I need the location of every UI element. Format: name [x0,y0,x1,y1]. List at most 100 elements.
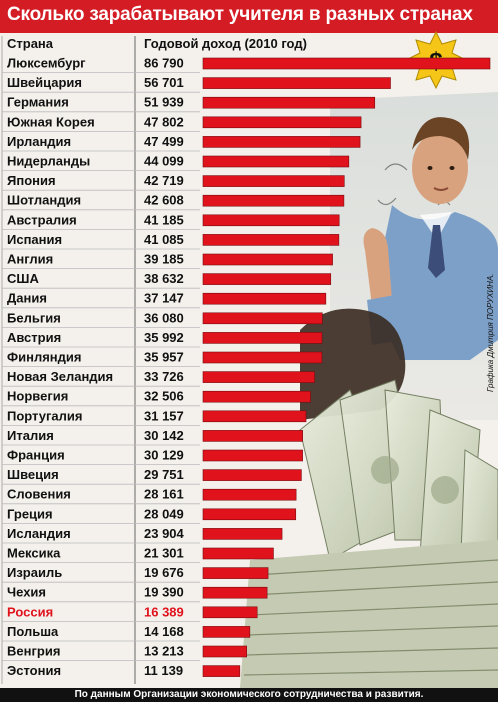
country-label: Эстония [7,663,61,678]
value-label: 41 085 [144,232,184,247]
bar [202,606,258,619]
bar [202,312,323,325]
chart-title: Сколько зарабатывают учителя в разных ст… [7,4,473,25]
chart-rows: Люксембург 86 790 Швейцария 56 701 Германия 5… [2,56,491,678]
value-label: 29 751 [144,467,184,482]
country-label: Новая Зеландия [7,369,113,384]
bar [202,332,323,344]
header-income: Годовой доход (2010 год) [144,36,307,51]
bar [202,253,333,266]
value-label: 42 608 [144,193,184,208]
bar [202,194,345,207]
country-label: Дания [7,291,47,306]
country-label: Россия [7,604,53,619]
country-label: Греция [7,506,53,521]
value-label: 38 632 [144,271,184,286]
country-label: Люксембург [7,56,86,71]
value-label: 37 147 [144,291,184,306]
bar [202,449,303,462]
bar [202,626,251,638]
bar [202,410,307,423]
value-label: 36 080 [144,310,184,325]
value-label: 47 499 [144,134,184,149]
country-label: Норвегия [7,389,68,404]
country-label: Венгрия [7,644,60,659]
bar [202,547,274,560]
bar [202,488,297,501]
value-label: 28 161 [144,487,184,502]
value-label: 11 139 [144,663,183,678]
country-label: Италия [7,428,54,443]
value-label: 47 802 [144,114,184,129]
value-label: 30 142 [144,428,184,443]
value-label: 28 049 [144,506,184,521]
bar [202,371,315,383]
value-label: 44 099 [144,154,184,169]
country-label: Ирландия [7,134,71,149]
country-label: Испания [7,232,62,247]
country-label: Япония [7,173,56,188]
value-label: 35 992 [144,330,184,345]
bar [202,567,269,579]
value-label: 30 129 [144,448,184,463]
country-label: Исландия [7,526,71,541]
bar [202,77,391,89]
bar [202,586,268,599]
value-label: 14 168 [144,624,184,639]
country-label: Чехия [7,585,46,600]
value-label: 39 185 [144,252,184,267]
country-label: Словения [7,487,71,502]
country-label: Финляндия [7,350,81,365]
bar [202,292,327,305]
title-bar: Сколько зарабатывают учителя в разных ст… [0,0,498,33]
value-label: 33 726 [144,369,184,384]
country-label: Англия [7,252,53,267]
header-country: Страна [7,36,54,51]
country-label: Израиль [7,565,62,580]
bar [202,175,345,187]
value-label: 51 939 [144,95,184,110]
value-label: 42 719 [144,173,184,188]
country-label: Мексика [7,546,61,561]
value-label: 19 676 [144,565,184,580]
country-label: Германия [7,95,69,110]
source-note: По данным Организации экономического сот… [74,689,424,700]
country-label: США [7,271,39,286]
bar [202,469,302,481]
country-label: Бельгия [7,310,61,325]
value-label: 16 389 [144,604,184,619]
bar [202,528,283,540]
bar [202,430,303,442]
value-label: 21 301 [144,546,184,561]
country-label: Швейцария [7,75,82,90]
value-label: 41 185 [144,212,184,227]
footer-bar: По данным Организации экономического сот… [0,688,498,702]
country-label: Австралия [7,212,77,227]
bar [202,214,340,227]
country-label: Нидерланды [7,154,90,169]
bar [202,665,241,677]
country-label: Франция [7,448,65,463]
value-label: 56 701 [144,75,184,90]
bar [202,351,323,364]
value-label: 19 390 [144,585,184,600]
country-label: Шотландия [7,193,81,208]
bar [202,273,332,285]
country-label: Португалия [7,408,82,423]
value-label: 13 213 [144,644,184,659]
bar [202,390,311,403]
bar [202,116,362,129]
value-label: 31 157 [144,408,184,423]
value-label: 32 506 [144,389,184,404]
country-label: Южная Корея [7,114,95,129]
country-label: Швеция [7,467,59,482]
bar [202,136,361,148]
bar [202,57,491,70]
bar [202,234,340,246]
bar [202,155,350,168]
bar [202,645,247,658]
graphics-credit: Графика Дмитрия ПОРУХИНА. [486,273,495,392]
value-label: 23 904 [144,526,185,541]
